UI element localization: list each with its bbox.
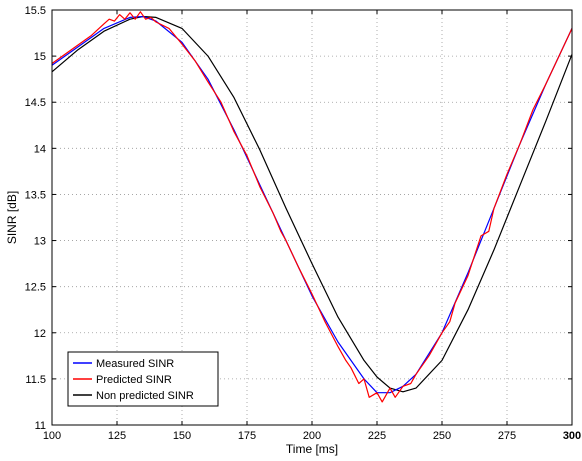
y-tick-label: 11	[35, 420, 46, 432]
y-tick-label: 15	[34, 51, 46, 63]
y-tick-label: 11.5	[25, 374, 46, 386]
legend-label-non-predicted-sinr: Non predicted SINR	[96, 390, 194, 402]
x-tick-label: 150	[173, 430, 191, 442]
y-tick-label: 14.5	[25, 97, 46, 109]
legend-box	[67, 351, 219, 407]
legend-label-measured-sinr: Measured SINR	[96, 358, 174, 370]
x-tick-label: 175	[238, 430, 256, 442]
x-tick-label: 200	[303, 430, 321, 442]
y-tick-label: 13	[34, 236, 46, 248]
series-line-measured-sinr	[51, 15, 573, 394]
x-tick-label: 300	[563, 430, 581, 442]
y-tick-label: 12	[34, 328, 46, 340]
y-tick-label: 14	[34, 143, 46, 155]
x-tick-label: 125	[108, 430, 126, 442]
y-axis-label: SINR [dB]	[5, 191, 19, 244]
x-axis-label: Time [ms]	[286, 442, 338, 456]
x-tick-label: 100	[43, 430, 61, 442]
series-line-non-predicted-sinr	[51, 15, 573, 393]
x-tick-label: 275	[498, 430, 516, 442]
grid	[52, 10, 572, 425]
legend: Measured SINR Predicted SINR Non predicted…	[67, 351, 219, 407]
series-line-predicted-sinr	[51, 11, 573, 403]
y-tick-label: 12.5	[25, 282, 46, 294]
y-tick-label: 13.5	[25, 189, 46, 201]
legend-label-predicted-sinr: Predicted SINR	[96, 374, 172, 386]
x-tick-label: 250	[433, 430, 451, 442]
y-tick-label: 15.5	[25, 5, 46, 17]
axis-ticks: 100 125 150 175 200 225 250 275 300 11 11.5 12 12.5 1…	[25, 5, 582, 442]
x-tick-label: 225	[368, 430, 386, 442]
plot-lines	[51, 11, 573, 403]
